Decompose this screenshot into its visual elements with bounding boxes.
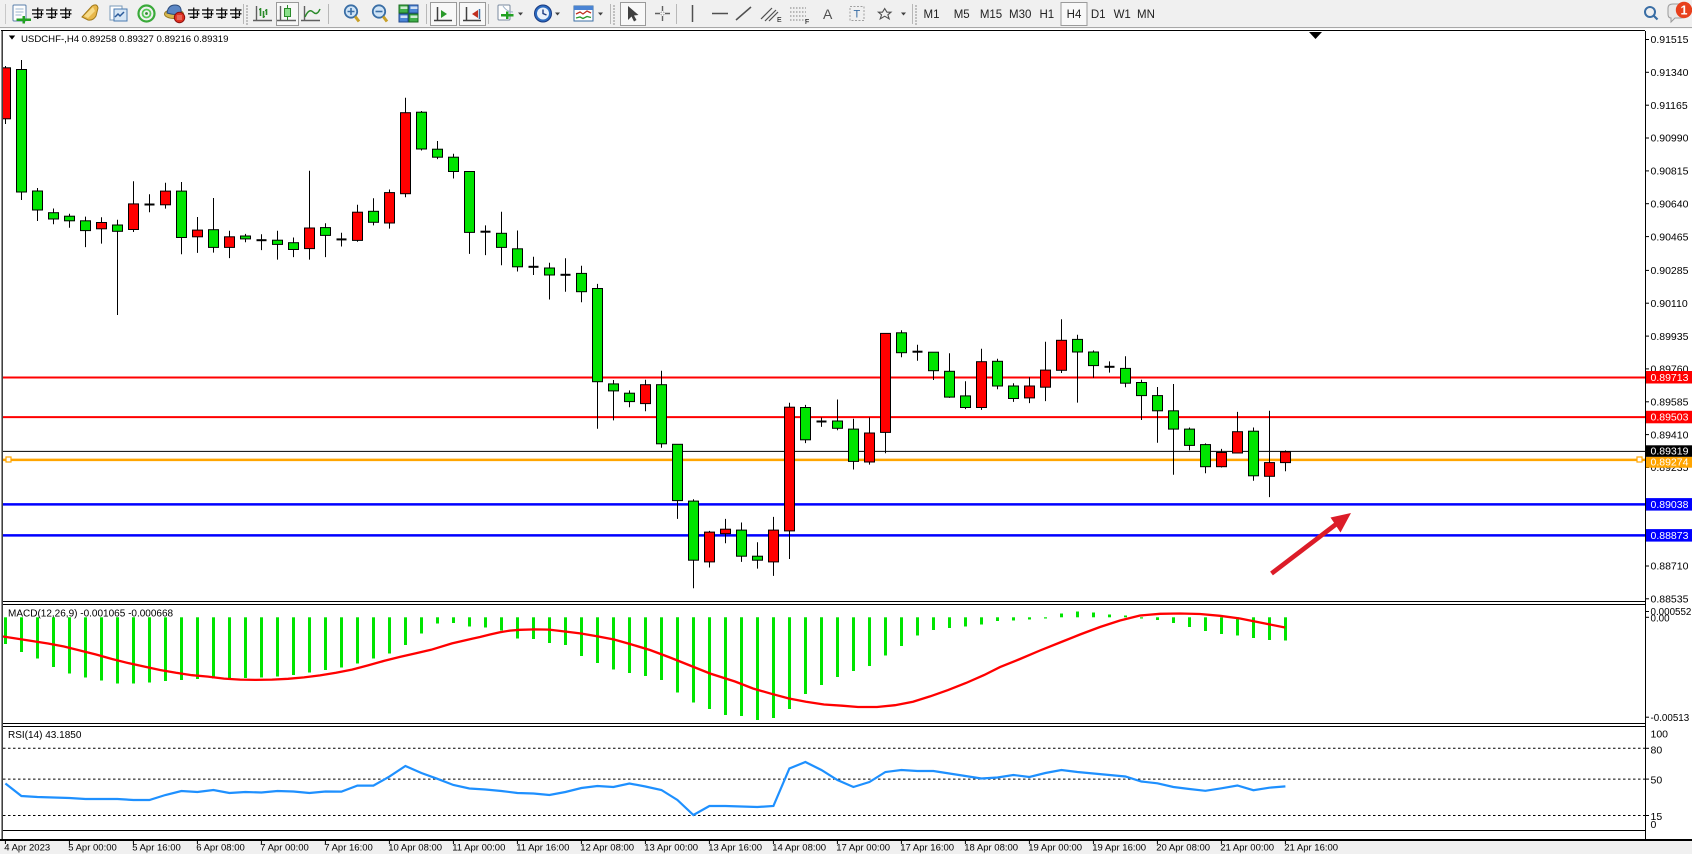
svg-text:-0.00513: -0.00513: [1651, 713, 1690, 724]
svg-text:M15: M15: [980, 9, 1002, 21]
svg-text:E: E: [777, 17, 782, 24]
svg-text:0.89503: 0.89503: [1651, 412, 1689, 424]
svg-text:0.000552: 0.000552: [1651, 607, 1692, 618]
svg-text:7 Apr 16:00: 7 Apr 16:00: [324, 843, 373, 854]
svg-text:MACD(12,26,9) -0.001065 -0.000: MACD(12,26,9) -0.001065 -0.000668: [8, 609, 174, 620]
svg-text:RSI(14) 43.1850: RSI(14) 43.1850: [8, 730, 82, 741]
svg-text:M30: M30: [1009, 9, 1031, 21]
svg-text:5 Apr 00:00: 5 Apr 00:00: [68, 843, 117, 854]
svg-text:M5: M5: [954, 9, 970, 21]
svg-text:0.90990: 0.90990: [1651, 133, 1689, 145]
svg-text:0.89038: 0.89038: [1651, 499, 1689, 511]
svg-text:80: 80: [1651, 745, 1663, 757]
svg-text:19 Apr 00:00: 19 Apr 00:00: [1028, 843, 1082, 854]
svg-text:13 Apr 16:00: 13 Apr 16:00: [708, 843, 762, 854]
svg-text:0.91515: 0.91515: [1651, 34, 1689, 46]
svg-text:12 Apr 08:00: 12 Apr 08:00: [580, 843, 634, 854]
svg-text:14 Apr 08:00: 14 Apr 08:00: [772, 843, 826, 854]
svg-text:1: 1: [1681, 4, 1688, 18]
svg-text:F: F: [805, 19, 809, 26]
svg-text:17 Apr 00:00: 17 Apr 00:00: [836, 843, 890, 854]
svg-text:H1: H1: [1039, 9, 1054, 21]
svg-text:0.91165: 0.91165: [1651, 100, 1688, 112]
svg-text:0.00: 0.00: [1651, 613, 1671, 624]
svg-text:10 Apr 08:00: 10 Apr 08:00: [388, 843, 442, 854]
svg-text:0.89274: 0.89274: [1651, 457, 1689, 469]
svg-text:0.88535: 0.88535: [1651, 594, 1689, 606]
svg-text:0.89585: 0.89585: [1651, 397, 1689, 409]
svg-text:21 Apr 00:00: 21 Apr 00:00: [1220, 843, 1274, 854]
svg-text:13 Apr 00:00: 13 Apr 00:00: [644, 843, 698, 854]
svg-text:0.88873: 0.88873: [1651, 530, 1689, 542]
svg-text:50: 50: [1651, 774, 1663, 786]
svg-text:11 Apr 16:00: 11 Apr 16:00: [516, 843, 569, 854]
svg-text:11 Apr 00:00: 11 Apr 00:00: [452, 843, 505, 854]
svg-text:H4: H4: [1067, 9, 1082, 21]
svg-text:4 Apr 2023: 4 Apr 2023: [4, 843, 50, 854]
svg-text:0.90815: 0.90815: [1651, 166, 1689, 178]
svg-text:18 Apr 08:00: 18 Apr 08:00: [964, 843, 1018, 854]
svg-text:0.89410: 0.89410: [1651, 429, 1689, 441]
svg-text:100: 100: [1651, 729, 1669, 741]
svg-text:0.89319: 0.89319: [1651, 446, 1689, 458]
svg-text:20 Apr 08:00: 20 Apr 08:00: [1156, 843, 1210, 854]
svg-text:19 Apr 16:00: 19 Apr 16:00: [1092, 843, 1146, 854]
svg-text:21 Apr 16:00: 21 Apr 16:00: [1284, 843, 1338, 854]
svg-text:5 Apr 16:00: 5 Apr 16:00: [132, 843, 181, 854]
svg-text:0.90465: 0.90465: [1651, 231, 1689, 243]
svg-text:0.91340: 0.91340: [1651, 67, 1689, 79]
svg-text:USDCHF-,H4 0.89258 0.89327 0.: USDCHF-,H4 0.89258 0.89327 0.89216 0.893…: [21, 34, 228, 45]
svg-text:0: 0: [1651, 819, 1657, 831]
svg-text:M1: M1: [924, 9, 940, 21]
svg-text:A: A: [823, 6, 833, 22]
svg-text:0.90110: 0.90110: [1651, 298, 1688, 310]
svg-text:17 Apr 16:00: 17 Apr 16:00: [900, 843, 954, 854]
svg-text:MN: MN: [1137, 9, 1155, 21]
svg-text:0.89713: 0.89713: [1651, 372, 1689, 384]
svg-text:15: 15: [1651, 811, 1663, 823]
svg-text:7 Apr 00:00: 7 Apr 00:00: [260, 843, 309, 854]
svg-text:0.90285: 0.90285: [1651, 265, 1689, 277]
svg-text:6 Apr 08:00: 6 Apr 08:00: [196, 843, 245, 854]
svg-text:0.90640: 0.90640: [1651, 198, 1689, 210]
svg-text:D1: D1: [1091, 9, 1106, 21]
svg-text:W1: W1: [1114, 9, 1131, 21]
svg-text:T: T: [854, 9, 861, 21]
svg-text:0.88710: 0.88710: [1651, 561, 1689, 573]
svg-text:0.89935: 0.89935: [1651, 331, 1689, 343]
